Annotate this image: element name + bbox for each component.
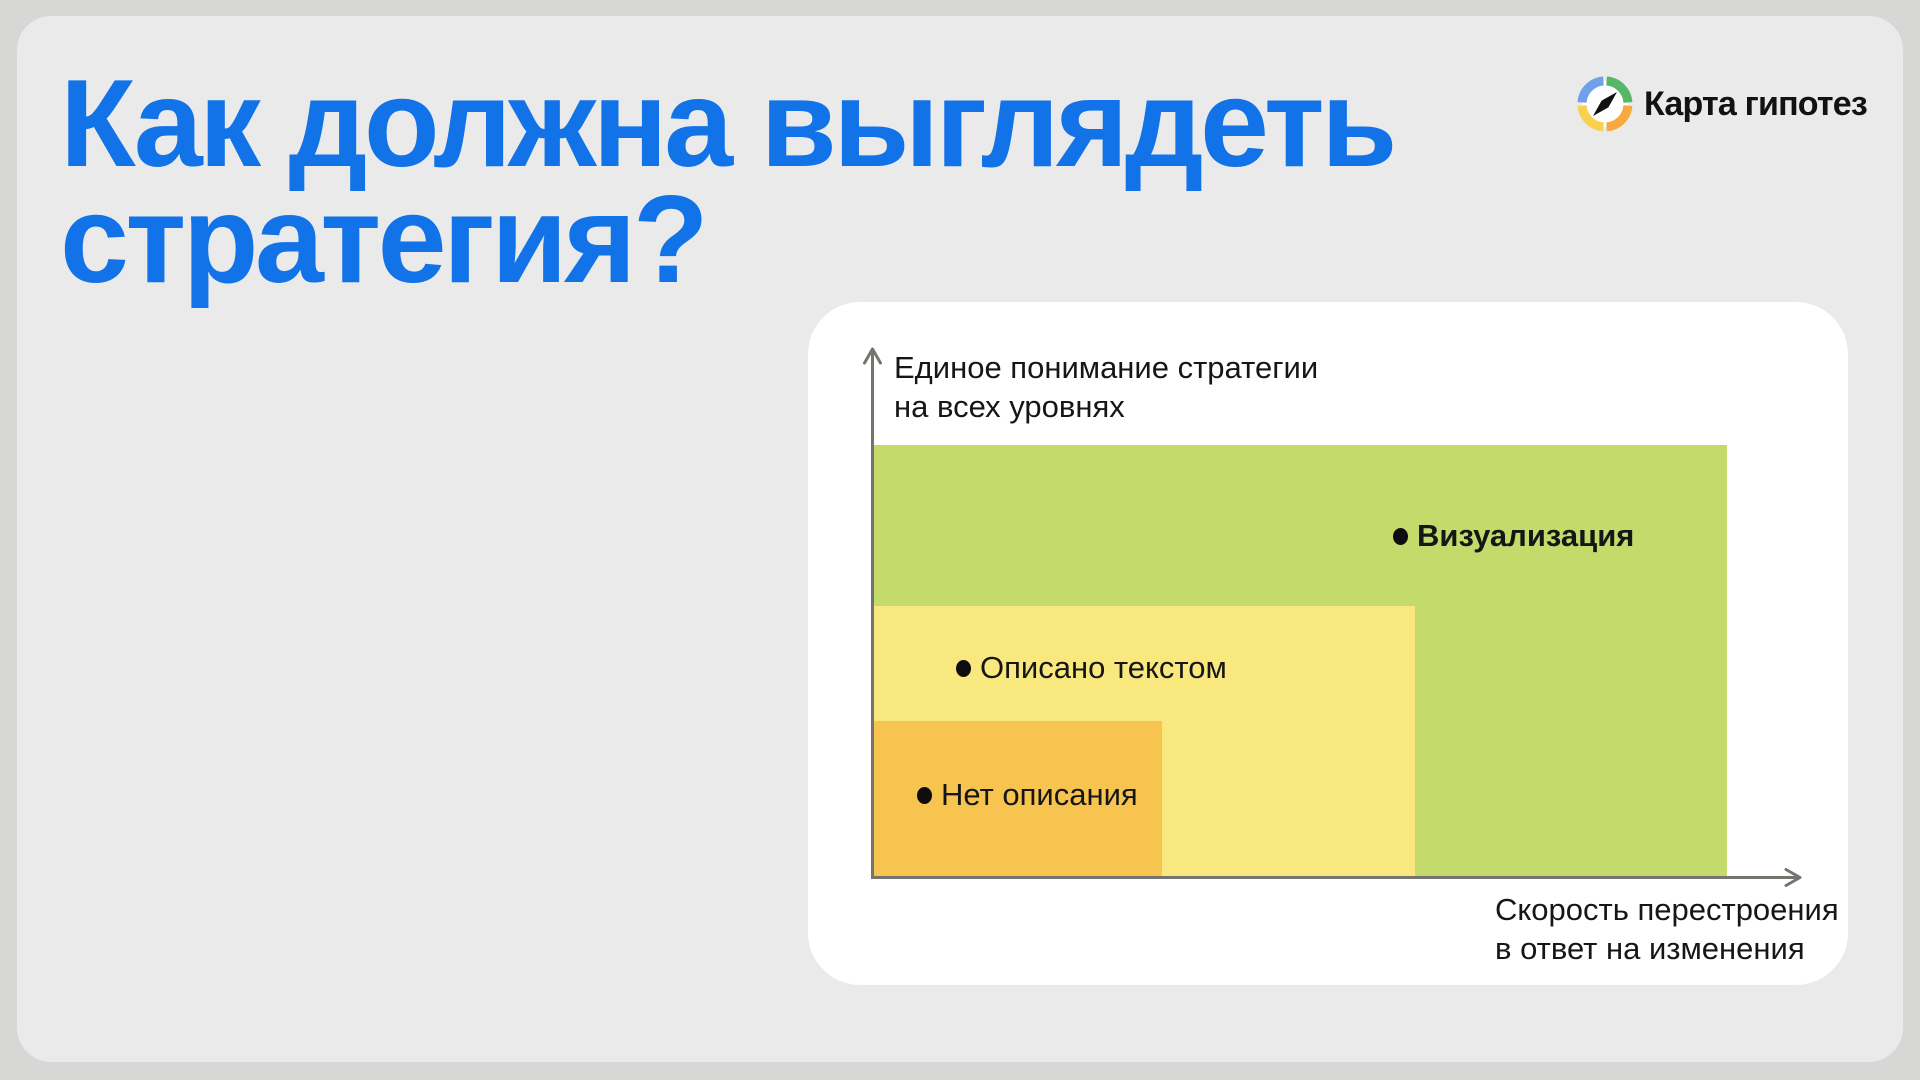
series-label-text: Нет описания [941,777,1138,812]
series-label-visualization: Визуализация [1393,517,1634,555]
y-axis-label-line-1: Единое понимание стратегии [894,350,1319,385]
bullet-dot-icon [917,786,932,804]
nested-rect-chart: Визуализация Описано текстом Нет описания [808,302,1848,985]
y-axis-label-line-2: на всех уровнях [894,389,1125,424]
page-title-line-1: Как должна выглядеть [60,55,1397,193]
compass-needle [1593,92,1617,116]
page-title: Как должна выглядеть стратегия? [60,55,1397,309]
series-label-no-description: Нет описания [917,776,1138,814]
bullet-dot-icon [1393,527,1408,545]
x-axis-label-line-1: Скорость перестроения [1495,892,1839,927]
series-label-text-description: Описано текстом [956,649,1227,687]
y-axis-label: Единое понимание стратегии на всех уровн… [894,348,1318,426]
compass-icon [1577,76,1633,132]
x-axis-label-line-2: в ответ на изменения [1495,931,1805,966]
chart-card: Визуализация Описано текстом Нет описания … [808,302,1848,985]
logo: Карта гипотез [1577,76,1868,132]
series-label-text: Описано текстом [980,650,1227,685]
series-label-text: Визуализация [1417,518,1635,553]
x-axis-label: Скорость перестроения в ответ на изменен… [1495,890,1839,968]
bullet-dot-icon [956,659,971,677]
page-title-line-2: стратегия? [60,171,709,309]
logo-text: Карта гипотез [1644,85,1868,123]
